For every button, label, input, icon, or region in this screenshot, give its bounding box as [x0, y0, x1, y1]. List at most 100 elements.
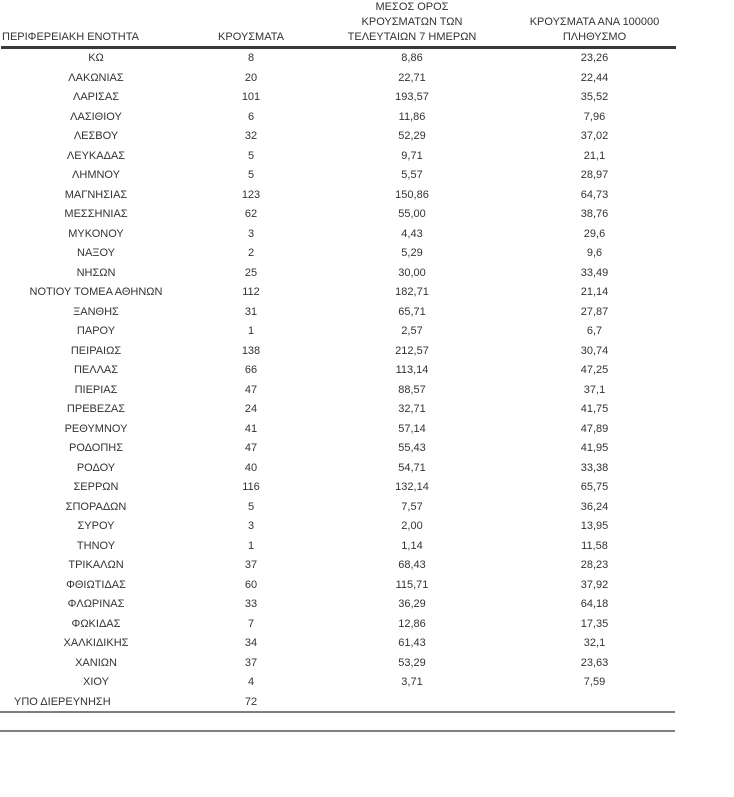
per100k-cell: 28,97 [580, 169, 609, 181]
avg7-cell: 32,71 [398, 403, 426, 415]
table-row: ΦΘΙΩΤΙΔΑΣ 60 115,71 37,92 [1, 576, 676, 596]
avg7-cell: 36,29 [398, 598, 426, 610]
avg7-cell: 55,43 [398, 442, 426, 454]
table-bottom-rule [0, 711, 675, 713]
table-row: ΣΠΟΡΑΔΩΝ 5 7,57 36,24 [1, 498, 676, 518]
per100k-cell: 6,7 [586, 325, 603, 337]
cases-cell: 5 [247, 149, 255, 162]
cases-cell: 3 [247, 520, 255, 532]
cases-cell: 40 [244, 461, 258, 474]
per100k-cell: 37,92 [580, 578, 609, 591]
avg7-cell: 212,57 [395, 344, 429, 357]
avg7-cell: 68,43 [398, 559, 426, 571]
region-cell: ΣΕΡΡΩΝ [73, 481, 119, 493]
avg7-cell: 52,29 [398, 130, 426, 142]
region-cell: ΚΩ [88, 52, 104, 64]
table-row: ΛΕΣΒΟΥ 32 52,29 37,02 [1, 127, 676, 147]
avg7-cell: 4,43 [401, 227, 423, 240]
table-row: ΝΑΞΟΥ 2 5,29 9,6 [1, 244, 676, 264]
avg7-cell: 65,71 [398, 305, 426, 318]
per100k-cell: 21,1 [583, 149, 606, 162]
cases-cell: 41 [244, 422, 258, 435]
avg7-cell: 30,00 [398, 266, 426, 279]
cases-cell: 47 [244, 442, 258, 454]
avg7-cell: 115,71 [395, 578, 429, 591]
per100k-cell: 36,24 [580, 500, 609, 513]
per100k-cell: 28,23 [580, 559, 609, 571]
region-cell: ΤΗΝΟΥ [76, 539, 116, 552]
column-header-line: ΜΕΣΟΣ ΟΡΟΣ [375, 1, 449, 13]
table-row: ΡΟΔΟΥ 40 54,71 33,38 [1, 459, 676, 479]
table-row: ΜΕΣΣΗΝΙΑΣ 62 55,00 38,76 [1, 205, 676, 225]
per100k-cell: 41,75 [580, 403, 609, 415]
cases-cell: 62 [244, 208, 258, 220]
table-row: ΦΩΚΙΔΑΣ 7 12,86 17,35 [1, 615, 676, 635]
avg7-cell: 2,00 [401, 520, 423, 532]
region-cell: ΣΥΡΟΥ [77, 520, 115, 532]
page-bottom-rule [0, 730, 675, 732]
region-cell: ΜΕΣΣΗΝΙΑΣ [64, 208, 128, 220]
region-cell: ΠΑΡΟΥ [76, 325, 116, 337]
cases-cell: 7 [247, 617, 255, 630]
cases-cell: 37 [244, 559, 258, 571]
region-cell: ΧΑΛΚΙΔΙΚΗΣ [63, 637, 129, 649]
region-cell: ΧΑΝΙΩΝ [75, 656, 117, 669]
per100k-cell: 7,96 [583, 110, 606, 123]
per100k-cell: 21,14 [580, 286, 609, 298]
cases-cell: 138 [241, 344, 261, 357]
per100k-cell: 37,1 [583, 383, 606, 396]
table-row: ΛΗΜΝΟΥ 5 5,57 28,97 [1, 166, 676, 186]
cases-cell: 60 [244, 578, 258, 591]
region-cell: ΤΡΙΚΑΛΩΝ [68, 559, 124, 571]
per100k-cell: 47,25 [580, 364, 609, 376]
table-row: ΧΑΛΚΙΔΙΚΗΣ 34 61,43 32,1 [1, 634, 676, 654]
cases-cell: 72 [244, 695, 258, 708]
region-cell: ΛΕΥΚΑΔΑΣ [66, 149, 126, 162]
region-cell: ΠΕΙΡΑΙΩΣ [70, 344, 122, 357]
avg7-cell: 113,14 [395, 364, 429, 376]
avg7-cell: 55,00 [398, 208, 426, 220]
cases-cell: 32 [244, 130, 258, 142]
cases-cell: 3 [247, 227, 255, 240]
table-row: ΚΩ 8 8,86 23,26 [1, 49, 676, 69]
avg7-cell: 22,71 [398, 71, 426, 84]
per100k-cell: 13,95 [580, 520, 609, 532]
table-row: ΠΕΛΛΑΣ 66 113,14 47,25 [1, 361, 676, 381]
column-header-avg7: ΜΕΣΟΣ ΟΡΟΣ ΚΡΟΥΣΜΑΤΩΝ ΤΩΝ ΤΕΛΕΥΤΑΙΩΝ 7 ΗΜΕ… [311, 0, 513, 45]
per100k-cell: 32,1 [583, 637, 606, 649]
table-row: ΥΠΟ ΔΙΕΡΕΥΝΗΣΗ 72 [1, 693, 676, 713]
avg7-cell: 88,57 [398, 383, 426, 396]
column-header-line: ΚΡΟΥΣΜΑΤΑ [218, 31, 284, 43]
avg7-cell: 57,14 [398, 422, 426, 435]
region-cell: ΡΕΘΥΜΝΟΥ [64, 422, 128, 435]
avg7-cell: 8,86 [401, 52, 423, 64]
per100k-cell: 65,75 [580, 481, 609, 493]
per100k-cell: 64,18 [580, 598, 609, 610]
table-row: ΣΥΡΟΥ 3 2,00 13,95 [1, 517, 676, 537]
per100k-cell: 11,58 [581, 539, 608, 552]
cases-cell: 37 [244, 656, 258, 669]
table-row: ΤΗΝΟΥ 1 1,14 11,58 [1, 537, 676, 557]
column-header-region: ΠΕΡΙΦΕΡΕΙΑΚΗ ΕΝΟΤΗΤΑ [1, 30, 191, 45]
per100k-cell: 35,52 [580, 91, 609, 103]
avg7-cell: 3,71 [401, 676, 423, 688]
table-row: ΧΑΝΙΩΝ 37 53,29 23,63 [1, 654, 676, 674]
per100k-cell [513, 693, 676, 713]
avg7-cell [311, 693, 513, 713]
region-cell: ΛΑΡΙΣΑΣ [72, 91, 119, 103]
cases-cell: 5 [247, 500, 255, 513]
cases-cell: 8 [247, 52, 255, 64]
cases-cell: 25 [244, 266, 258, 279]
cases-cell: 31 [244, 305, 258, 318]
region-cell: ΛΕΣΒΟΥ [73, 130, 119, 142]
per100k-cell: 23,63 [580, 656, 609, 669]
region-cell: ΡΟΔΟΥ [76, 461, 116, 474]
table-header: ΠΕΡΙΦΕΡΕΙΑΚΗ ΕΝΟΤΗΤΑ ΚΡΟΥΣΜΑΤΑ ΜΕΣΟΣ ΟΡΟ… [1, 0, 676, 49]
per100k-cell: 64,73 [580, 188, 609, 201]
avg7-cell: 182,71 [395, 286, 429, 298]
column-header-line: ΚΡΟΥΣΜΑΤΑ ΑΝΑ 100000 [529, 16, 660, 28]
table-row: ΜΑΓΝΗΣΙΑΣ 123 150,86 64,73 [1, 186, 676, 206]
table-row: ΝΗΣΩΝ 25 30,00 33,49 [1, 264, 676, 284]
table-row: ΣΕΡΡΩΝ 116 132,14 65,75 [1, 478, 676, 498]
